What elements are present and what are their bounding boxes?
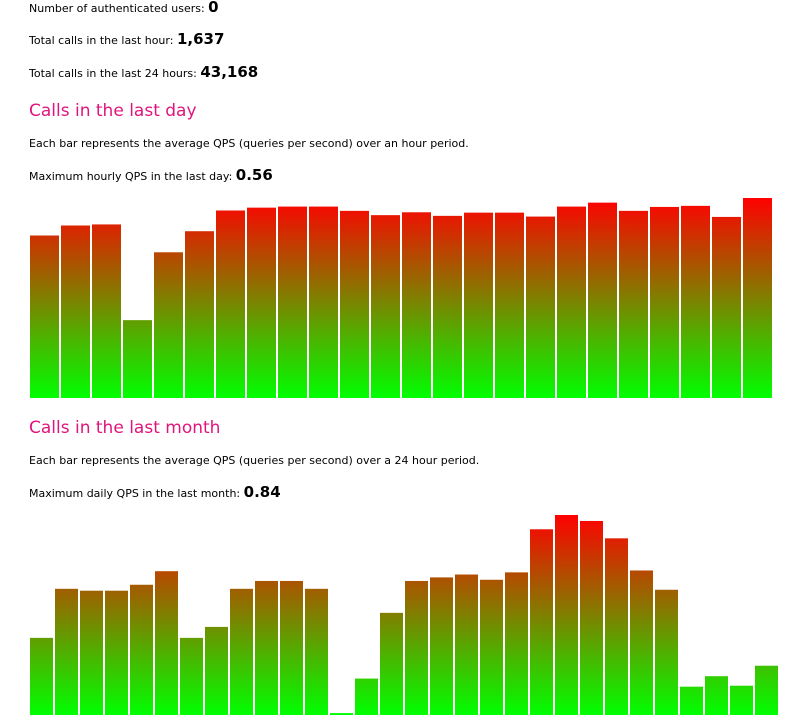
daily-bar-17 [526, 216, 555, 398]
daily-bar-18 [557, 206, 586, 398]
daily-bar-3 [92, 224, 121, 398]
daily-max-value: 0.56 [235, 166, 273, 184]
monthly-bar-27 [680, 686, 703, 715]
monthly-bar-30 [755, 665, 778, 715]
monthly-bar-15 [380, 612, 403, 715]
daily-bar-21 [650, 206, 679, 398]
monthly-bar-21 [530, 529, 553, 715]
monthly-bar-6 [155, 571, 178, 715]
daily-chart-title: Calls in the last day [29, 101, 197, 121]
monthly-bar-12 [305, 588, 328, 715]
daily-bar-7 [216, 210, 245, 398]
monthly-bar-4 [105, 590, 128, 715]
daily-bar-1 [30, 235, 59, 398]
monthly-bar-13 [330, 713, 353, 715]
monthly-bar-28 [705, 676, 728, 715]
daily-bar-6 [185, 231, 214, 398]
monthly-bar-14 [355, 678, 378, 715]
daily-bar-15 [464, 212, 493, 398]
monthly-bar-1 [30, 637, 53, 715]
monthly-bar-chart [30, 515, 778, 715]
hour-calls-label: Total calls in the last hour: [29, 34, 174, 47]
monthly-bar-23 [580, 520, 603, 715]
day-calls-value: 43,168 [200, 63, 259, 81]
auth-users-stat: Number of authenticated users: 0 [29, 0, 219, 16]
monthly-max-label: Maximum daily QPS in the last month: [29, 487, 241, 500]
daily-max-label: Maximum hourly QPS in the last day: [29, 170, 233, 183]
monthly-max-stat: Maximum daily QPS in the last month: 0.8… [29, 483, 281, 501]
auth-users-value: 0 [208, 0, 219, 16]
daily-bar-chart [30, 198, 772, 398]
monthly-bar-20 [505, 572, 528, 715]
monthly-bar-17 [430, 577, 453, 715]
daily-bar-4 [123, 320, 152, 398]
daily-bar-23 [712, 216, 741, 398]
monthly-bar-10 [255, 580, 278, 715]
monthly-bar-18 [455, 574, 478, 715]
daily-bar-9 [278, 206, 307, 398]
monthly-bar-11 [280, 580, 303, 715]
daily-bar-12 [371, 215, 400, 398]
monthly-bar-29 [730, 685, 753, 715]
auth-users-label: Number of authenticated users: [29, 2, 205, 15]
monthly-bar-2 [55, 588, 78, 715]
daily-bar-22 [681, 205, 710, 398]
monthly-bar-9 [230, 588, 253, 715]
daily-bar-13 [402, 212, 431, 398]
daily-bar-11 [340, 210, 369, 398]
monthly-bar-25 [630, 570, 653, 715]
monthly-bar-19 [480, 579, 503, 715]
daily-bar-2 [61, 225, 90, 398]
daily-bar-24 [743, 198, 772, 398]
daily-max-stat: Maximum hourly QPS in the last day: 0.56 [29, 166, 273, 184]
monthly-bar-26 [655, 589, 678, 715]
monthly-bar-7 [180, 637, 203, 715]
daily-bar-19 [588, 202, 617, 398]
day-calls-label: Total calls in the last 24 hours: [29, 67, 197, 80]
monthly-bar-5 [130, 584, 153, 715]
monthly-bar-24 [605, 538, 628, 715]
monthly-chart-title: Calls in the last month [29, 418, 221, 438]
daily-bar-8 [247, 207, 276, 398]
day-calls-stat: Total calls in the last 24 hours: 43,168 [29, 63, 258, 81]
daily-bar-5 [154, 252, 183, 398]
monthly-bar-22 [555, 515, 578, 715]
daily-bar-14 [433, 215, 462, 398]
monthly-chart-description: Each bar represents the average QPS (que… [29, 454, 480, 467]
monthly-bar-3 [80, 590, 103, 715]
hour-calls-stat: Total calls in the last hour: 1,637 [29, 30, 224, 48]
daily-bar-20 [619, 210, 648, 398]
hour-calls-value: 1,637 [176, 30, 225, 48]
monthly-bar-8 [205, 626, 228, 715]
monthly-bar-16 [405, 580, 428, 715]
daily-bar-10 [309, 206, 338, 398]
monthly-max-value: 0.84 [243, 483, 281, 501]
daily-chart-description: Each bar represents the average QPS (que… [29, 137, 469, 150]
daily-bar-16 [495, 212, 524, 398]
